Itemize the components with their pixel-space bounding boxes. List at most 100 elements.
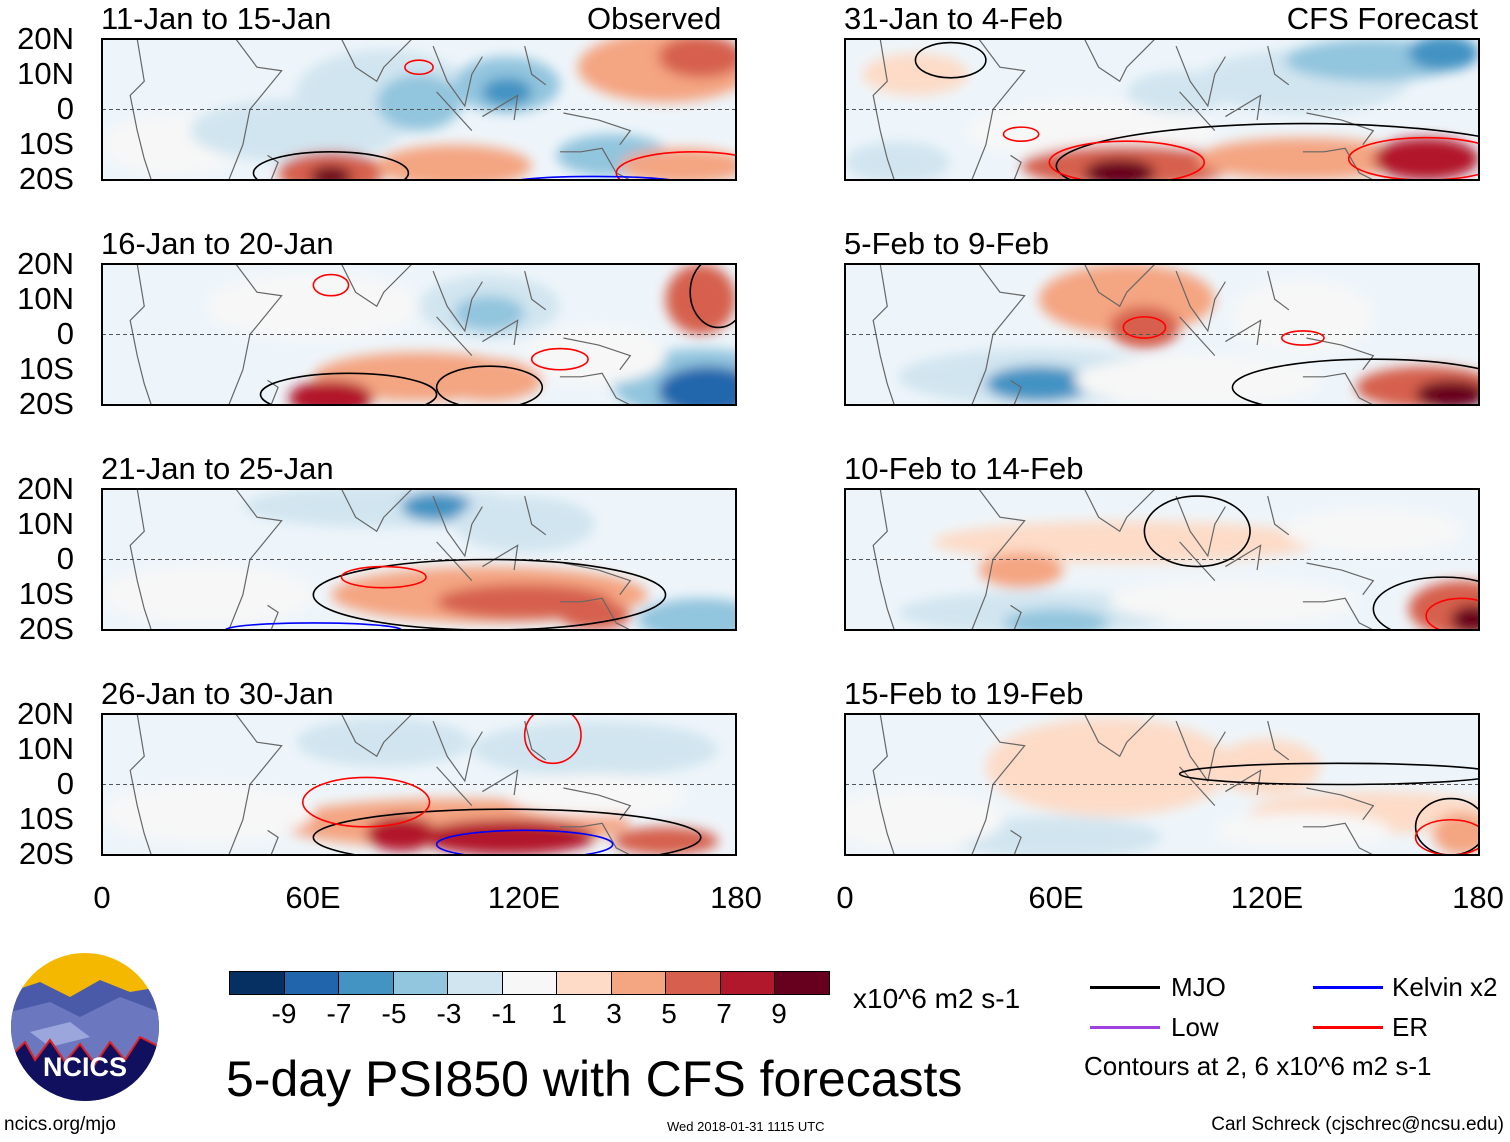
er-contour (1425, 597, 1479, 630)
y-tick: 10N (17, 56, 74, 91)
legend-label-er: ER (1392, 1012, 1429, 1042)
anomaly-region (559, 601, 631, 630)
coastline (1302, 822, 1374, 855)
coastline (1175, 720, 1226, 783)
colorbar-label: -7 (326, 998, 352, 1029)
coastline (524, 495, 547, 536)
anomaly-region (933, 520, 1321, 564)
coastline (1267, 495, 1290, 536)
coastline (436, 91, 473, 132)
ncics-logo: NCICS (11, 953, 159, 1101)
colorbar-swatch (666, 972, 721, 994)
source-url[interactable]: ncics.org/mjo (4, 1114, 116, 1135)
kelvin-contour (513, 175, 677, 180)
y-tick: 20S (18, 611, 74, 646)
colorbar-swatch (230, 972, 285, 994)
er-contour (1414, 818, 1479, 855)
er-contour (523, 714, 582, 765)
coastline (1083, 264, 1156, 308)
coastline (559, 822, 631, 855)
anomaly-region (376, 144, 532, 180)
mjo-contour (1055, 122, 1479, 180)
panel-frame (101, 38, 737, 181)
coastline (436, 541, 473, 582)
mjo-contour (1372, 576, 1479, 630)
coastline (129, 714, 152, 855)
coastline (563, 112, 632, 146)
coastline (1010, 154, 1022, 180)
coastline (228, 714, 283, 855)
y-tick: 10S (18, 126, 74, 161)
coastline (1083, 714, 1156, 758)
coastline (432, 720, 483, 783)
coastline (340, 489, 413, 533)
coastline (228, 264, 283, 405)
y-tick: 20N (17, 21, 74, 56)
mjo-contour (312, 808, 702, 855)
panel-frame (844, 263, 1480, 406)
anomaly-region (482, 77, 532, 106)
map-panel (101, 713, 737, 856)
anomaly-region (454, 496, 596, 553)
contour-note: Contours at 2, 6 x10^6 m2 s-1 (1084, 1051, 1432, 1081)
colorbar-label: -9 (271, 998, 297, 1029)
coastline (1175, 270, 1226, 333)
colorbar-label: -3 (436, 998, 462, 1029)
y-tick: 20S (18, 386, 74, 421)
coastline (971, 489, 1026, 630)
coastline (1306, 562, 1375, 596)
coastline (129, 489, 152, 630)
anomaly-region (1285, 510, 1462, 553)
coastline (1267, 720, 1290, 761)
anomaly-region (366, 816, 437, 852)
y-tick: 10S (18, 576, 74, 611)
coastline (563, 562, 632, 596)
colorbar-label: 3 (606, 998, 622, 1029)
map-panel (101, 38, 737, 181)
figure-title: 5-day PSI850 with CFS forecasts (226, 1051, 963, 1107)
colorbar-swatch (284, 972, 339, 994)
map-panel (844, 488, 1480, 631)
y-tick: 0 (56, 91, 74, 126)
anomaly-region (102, 566, 314, 623)
map-panel (844, 263, 1480, 406)
mjo-contour (914, 41, 987, 79)
legend-label-low: Low (1171, 1012, 1219, 1042)
colorbar-swatch (393, 972, 448, 994)
er-contour (1002, 126, 1040, 143)
panel-frame (101, 263, 737, 406)
logo-text: NCICS (43, 1052, 127, 1082)
coastline (1083, 39, 1156, 83)
coastline (1179, 541, 1216, 582)
panel-frame (101, 713, 737, 856)
panel-title: 5-Feb to 9-Feb (844, 226, 1050, 261)
y-tick: 20S (18, 836, 74, 871)
y-tick: 20N (17, 696, 74, 731)
mjo-contour (435, 365, 544, 405)
panel-title: 16-Jan to 20-Jan (101, 226, 334, 261)
anomaly-region (612, 826, 719, 855)
y-tick: 10S (18, 351, 74, 386)
panel-title: 15-Feb to 19-Feb (844, 676, 1084, 711)
coastline (1302, 597, 1374, 630)
map-panel (101, 263, 737, 406)
coastline (432, 270, 483, 333)
coastline (436, 316, 473, 357)
y-tick: 10S (18, 801, 74, 836)
anomaly-region (1197, 137, 1409, 180)
anomaly-region (985, 717, 1233, 817)
legend-label-mjo: MJO (1171, 972, 1226, 1002)
coastline (1010, 379, 1022, 405)
y-tick: 10N (17, 731, 74, 766)
coastline (559, 372, 631, 405)
coastline (1175, 495, 1226, 558)
coastline (1175, 45, 1226, 108)
panel-frame (101, 488, 737, 631)
coastline (1010, 829, 1022, 855)
anomaly-region (845, 791, 1004, 848)
x-tick: 0 (836, 880, 854, 915)
colorbar-label: 5 (661, 998, 677, 1029)
anomaly-region (1003, 608, 1110, 630)
coastline (129, 39, 152, 180)
